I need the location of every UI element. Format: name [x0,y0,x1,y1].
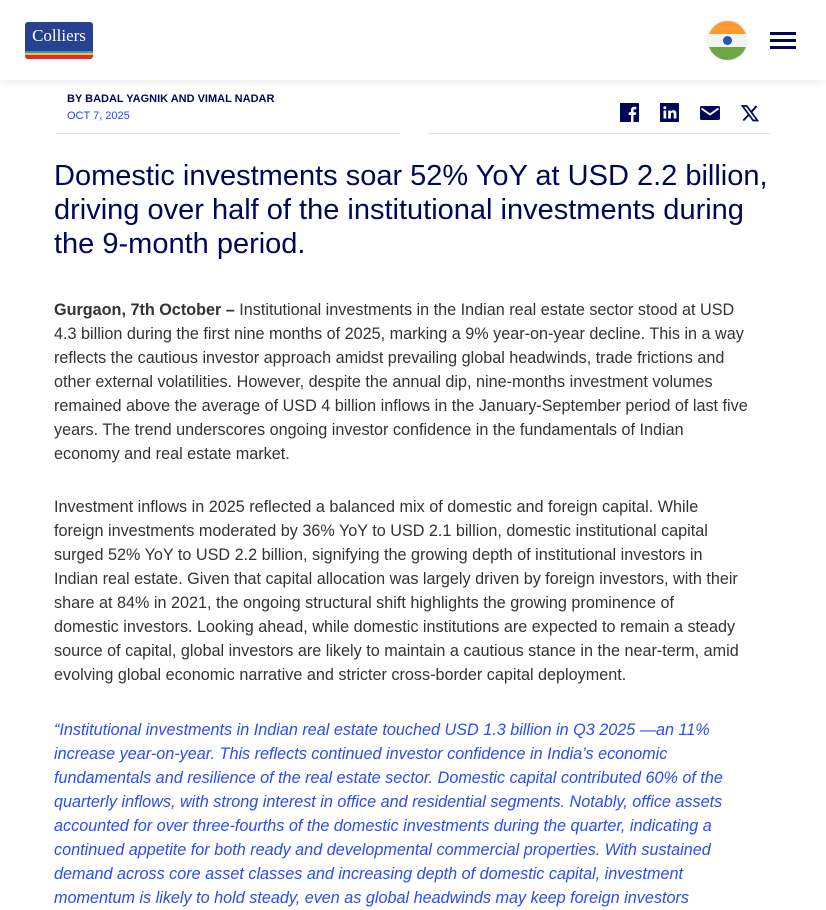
paragraph-line: “Institutional investments in Indian rea… [54,721,710,739]
paragraph-line: fundamentals and resilience of the real … [54,769,723,787]
article-title: Domestic investments soar 52% YoY at USD… [54,159,768,261]
logo-text: Colliers [32,26,86,45]
paragraph-line: Indian real estate. Given that capital a… [54,570,738,588]
paragraph-line: increase year-on-year. This reflects con… [54,745,668,763]
paragraph-intro: Gurgaon, 7th October – Institutional inv… [54,298,748,466]
divider [428,133,771,134]
paragraph-line: economy and real estate market. [54,445,290,463]
paragraph-line: Investment inflows in 2025 reflected a b… [54,498,699,516]
article-date: OCT 7, 2025 [67,110,130,122]
paragraph-line: demand across core asset classes and inc… [54,865,683,883]
title-line: Domestic investments soar 52% YoY at USD… [54,160,768,192]
title-line: driving over half of the institutional i… [54,194,744,226]
india-flag-icon[interactable] [708,21,747,60]
hamburger-menu-icon[interactable] [770,32,796,49]
divider [56,133,400,134]
paragraph-line: source of capital, global investors are … [54,642,739,660]
paragraph-line: continued appetite for both ready and de… [54,841,711,859]
paragraph-line: accounted for over three-fourths of the … [54,817,712,835]
x-icon[interactable] [740,103,761,123]
paragraph-investment-mix: Investment inflows in 2025 reflected a b… [54,495,739,687]
quote-paragraph: “Institutional investments in Indian rea… [54,718,723,910]
email-icon[interactable] [699,103,720,123]
paragraph-line: 4.3 billion during the first nine months… [54,325,744,343]
linkedin-icon[interactable] [660,103,680,123]
colliers-logo[interactable]: Colliers [25,22,93,59]
site-header: Colliers [0,0,826,80]
paragraph-line: foreign investments moderated by 36% YoY… [54,522,708,540]
paragraph-line: evolving global economic narrative and s… [54,666,627,684]
paragraph-line: momentum is likely to hold steady, even … [54,889,689,907]
facebook-icon[interactable] [620,103,640,123]
paragraph-line: other external volatilities. However, de… [54,373,713,391]
dateline: Gurgaon, 7th October – [54,301,235,319]
article-byline: BY BADAL YAGNIK AND VIMAL NADAR [67,93,275,105]
paragraph-line: quarterly inflows, with strong interest … [54,793,723,811]
paragraph-line: years. The trend underscores ongoing inv… [54,421,684,439]
paragraph-line: share at 84% in 2021, the ongoing struct… [54,594,675,612]
paragraph-line: domestic investors. Looking ahead, while… [54,618,736,636]
paragraph-line: Gurgaon, 7th October – Institutional inv… [54,298,748,322]
paragraph-line: remained above the average of USD 4 bill… [54,397,748,415]
paragraph-line: reflects the cautious investor approach … [54,349,725,367]
paragraph-line: surged 52% YoY to USD 2.2 billion, signi… [54,546,703,564]
title-line: the 9-month period. [54,228,306,260]
paragraph-line-text: Institutional investments in the Indian … [239,301,735,319]
